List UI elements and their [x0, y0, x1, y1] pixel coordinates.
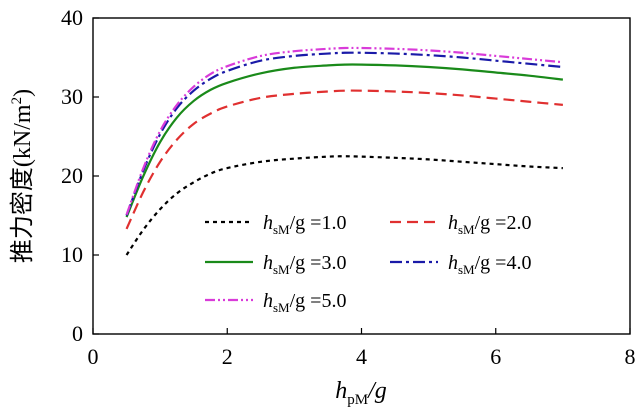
legend-label-1: hsM/g =1.0: [263, 212, 346, 237]
legend: hsM/g =1.0 hsM/g =2.0 hsM/g =3.0 hsM/g =4.0…: [205, 212, 531, 315]
x-axis: 0 2 4 6 8: [88, 328, 636, 369]
series-line-5: [125, 46, 563, 216]
series-line-1: [125, 155, 563, 256]
y-axis-label: 推力密度(kN/m2): [9, 89, 36, 263]
legend-label-5: hsM/g =5.0: [263, 290, 346, 315]
y-axis: 0 10 20 30 40: [61, 5, 99, 346]
series-line-4: [125, 51, 563, 216]
x-axis-label-tail: /g: [366, 378, 387, 404]
y-axis-label-main: 推力密度(kN/m: [9, 104, 36, 263]
x-tick-label: 2: [222, 344, 233, 369]
x-tick-label: 8: [625, 344, 636, 369]
x-tick-label: 4: [356, 344, 367, 369]
y-tick-label: 30: [61, 84, 83, 109]
x-tick-label: 6: [490, 344, 501, 369]
x-axis-label: hpM/g: [335, 378, 387, 408]
series-lines: [125, 46, 564, 256]
legend-label-4: hsM/g =4.0: [448, 252, 531, 277]
legend-label-2: hsM/g =2.0: [448, 212, 531, 237]
x-axis-label-sub: pM: [347, 392, 368, 408]
y-tick-label: 10: [61, 242, 83, 267]
series-line-2: [125, 89, 563, 230]
y-tick-label: 20: [61, 163, 83, 188]
legend-label-3: hsM/g =3.0: [263, 252, 346, 277]
x-tick-label: 0: [88, 344, 99, 369]
x-axis-label-main: h: [335, 378, 347, 404]
y-axis-label-tail: ): [10, 89, 36, 97]
y-tick-label: 0: [72, 321, 83, 346]
series-line-3: [125, 63, 564, 218]
y-tick-label: 40: [61, 5, 83, 30]
y-axis-label-sup: 2: [9, 97, 25, 105]
